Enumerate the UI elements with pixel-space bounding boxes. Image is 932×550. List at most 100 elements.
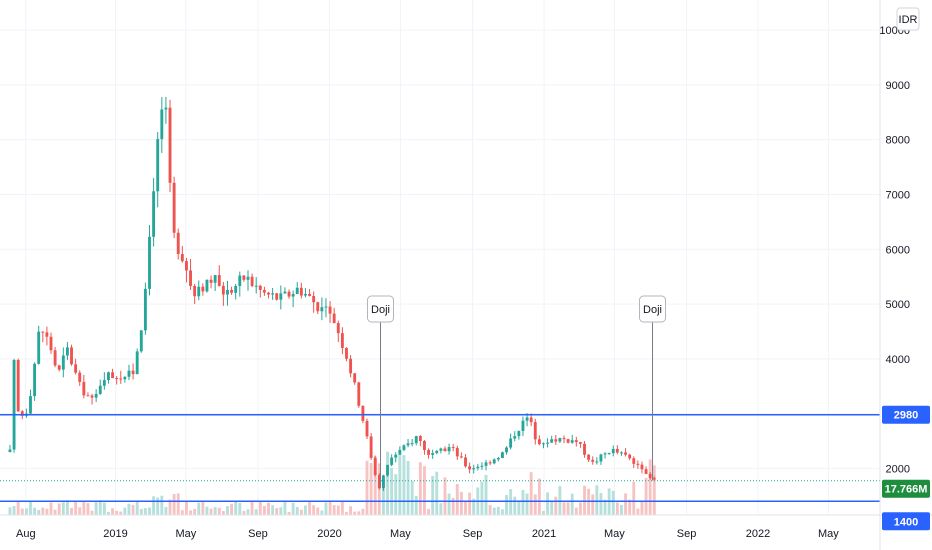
volume-bar (423, 466, 426, 515)
candle-body (574, 440, 578, 443)
candle-body (189, 270, 192, 286)
candle-body (308, 294, 311, 296)
candle-body (414, 436, 418, 444)
candle-body (123, 376, 127, 380)
volume-bar (406, 460, 410, 515)
candle-body (562, 438, 566, 440)
time-tick-label: Aug (16, 528, 36, 540)
candle-body (209, 279, 213, 283)
candle-body (291, 294, 295, 297)
volume-bar (640, 500, 644, 515)
volume-bar (254, 509, 258, 515)
candle-body (135, 351, 139, 375)
volume-tag-bg (882, 479, 930, 498)
volume-bar (189, 510, 192, 515)
volume-bar (340, 500, 344, 515)
volume-bar (537, 478, 541, 515)
volume-bar (82, 502, 86, 515)
candle-body (193, 285, 197, 297)
volume-bar (636, 508, 640, 515)
volume-bar (193, 508, 197, 515)
volume-bar (70, 507, 73, 515)
candle-body (394, 454, 398, 458)
volume-bar (455, 483, 459, 515)
volume-bar (143, 508, 147, 515)
horizontal-lines[interactable] (0, 413, 880, 503)
candle-body (12, 360, 16, 450)
volume-bar (562, 502, 566, 515)
candle-body (603, 453, 607, 455)
candle-body (620, 452, 623, 454)
volume-bar (94, 502, 98, 515)
candle-body (250, 276, 254, 286)
candle-body (201, 286, 205, 292)
volume-bar (176, 493, 180, 515)
volume-bar (258, 501, 262, 515)
candle-body (205, 279, 209, 292)
volume-bars (8, 451, 656, 515)
candle-body (546, 442, 550, 444)
volume-bar (336, 505, 340, 515)
candle-body (98, 385, 102, 394)
candle-body (628, 454, 632, 459)
candle-body (53, 350, 57, 366)
candle-body (652, 478, 656, 480)
price-axis[interactable]: 2000300040005000600070008000900010000IDR (879, 0, 920, 550)
candle-body (418, 436, 422, 441)
volume-bar (164, 507, 168, 515)
volume-bar (492, 507, 496, 515)
time-tick-label: May (390, 528, 411, 540)
candle-body (611, 448, 615, 454)
price-tag-2980-bg (882, 405, 930, 424)
volume-bar (115, 510, 119, 515)
volume-bar (78, 507, 82, 515)
volume-bar (320, 510, 324, 515)
volume-bar (250, 501, 254, 515)
volume-bar (65, 500, 69, 515)
candle-body (566, 439, 570, 443)
candle-body (488, 462, 492, 464)
candle-body (304, 294, 307, 296)
candle-body (648, 473, 652, 479)
volume-bar (381, 481, 385, 515)
candle-body (583, 443, 586, 455)
candle-body (115, 378, 119, 380)
candle-body (242, 275, 246, 280)
volume-bar (550, 501, 554, 515)
candle-body (164, 107, 168, 110)
annotations[interactable]: Doji Doji (366, 295, 667, 488)
candle-body (238, 275, 242, 287)
volume-bar (160, 495, 164, 515)
time-axis[interactable]: Aug 2019 May Sep 2020 May Sep 2021 May Sep 2022 May (0, 514, 932, 540)
volume-bar (603, 499, 607, 515)
candle-body (61, 355, 65, 370)
candle-body (480, 465, 484, 467)
price-tick-label: 2000 (886, 463, 910, 475)
candle-body (406, 443, 410, 446)
volume-bar (152, 496, 156, 515)
volume-bar (632, 481, 636, 515)
volume-bar (275, 508, 279, 515)
volume-bar (459, 491, 463, 515)
volume-bar (29, 501, 32, 515)
candle-body (127, 370, 131, 377)
volume-bar (33, 507, 37, 515)
candle-body (131, 370, 135, 375)
volume-bar (464, 501, 467, 515)
candle-body (632, 458, 636, 464)
candle-body (455, 447, 459, 457)
candle-body (254, 285, 258, 287)
candle-body (472, 468, 476, 470)
candle-body (230, 290, 234, 293)
volume-bar (20, 508, 24, 515)
candle-body (74, 364, 78, 373)
candle-body (279, 293, 283, 300)
candle-body (37, 331, 41, 364)
volume-bar (357, 511, 361, 515)
volume-bar (148, 507, 151, 515)
volume-bar (37, 509, 41, 515)
volume-bar (517, 500, 521, 515)
price-tick-label: 5000 (886, 299, 910, 311)
candle-body (271, 293, 275, 295)
